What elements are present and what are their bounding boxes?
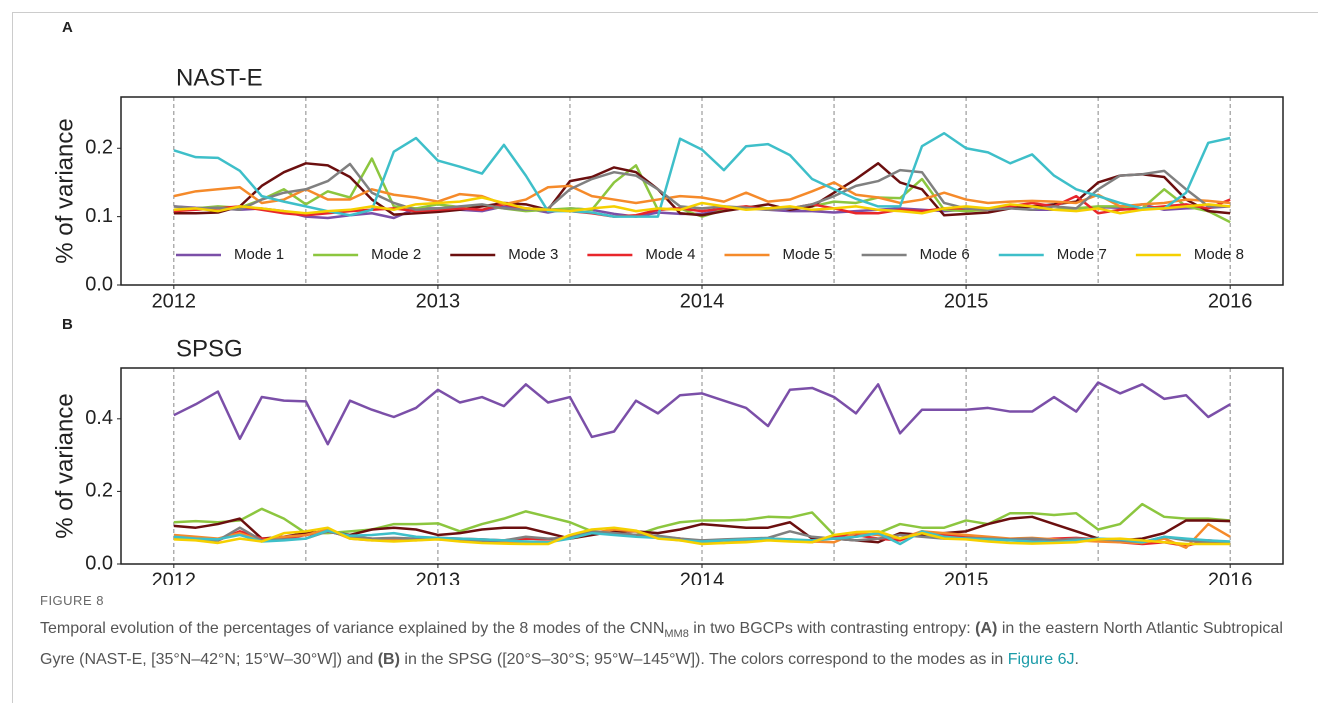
x-tick-label: 2013 [416,569,461,585]
series-line [173,181,1231,208]
chart-title: NAST-E [176,64,263,91]
caption-text: in two BGCPs with contrasting entropy: [688,620,976,637]
y-axis-label: % of variance [51,393,78,538]
plot-frame [120,96,1284,286]
caption-text: Temporal evolution of the percentages of… [40,620,665,637]
x-tick-label: 2012 [152,569,197,585]
chart-title: SPSG [176,335,243,362]
legend-label: Mode 6 [920,246,970,263]
legend-label: Mode 7 [1057,246,1107,263]
x-tick-label: 2014 [680,569,725,585]
caption-text: in the SPSG ([20°S–30°S; 95°W–145°W]). T… [399,651,1008,669]
x-tick-label: 2014 [680,290,725,312]
y-axis-label: % of variance [51,118,78,263]
x-tick-label: 2016 [1208,290,1253,312]
series-line [173,131,1231,218]
series-line [173,502,1231,539]
y-tick-label: 0.2 [85,480,113,502]
series-line [173,162,1231,212]
y-tick-label: 0.0 [85,552,113,574]
caption-bold: (A) [975,620,998,637]
x-tick-label: 2012 [152,290,197,312]
figure-link[interactable]: Figure 6J [1007,651,1075,669]
figure: A NAST-E % of variance 0.0 0.1 0.2 2012 2013 201… [51,19,1284,585]
legend-label: Mode 8 [1194,246,1244,263]
frame [12,12,1318,703]
caption-subscript: MM8 [664,628,689,641]
figure-label: FIGURE 8 [40,593,104,608]
legend-label: Mode 5 [783,246,833,263]
caption-text: Temporal evolution of the percentages of… [40,616,1302,673]
legend-label: Mode 2 [371,246,421,263]
series-line [173,196,1231,215]
caption-text: in the eastern North Atlantic Subtropica… [40,620,1283,669]
caption-text: . [1074,651,1079,669]
legend-label: Mode 3 [508,246,558,263]
x-tick-label: 2015 [944,290,989,312]
panel-label: B [62,316,73,333]
caption: FIGURE 8 Temporal evolution of the perce… [40,588,1302,673]
x-tick-label: 2016 [1208,569,1253,585]
x-tick-label: 2013 [416,290,461,312]
series-line [173,526,1231,546]
y-tick-label: 0.2 [85,137,113,159]
plot-frame [120,367,1284,565]
caption-bold: (B) [377,651,400,669]
y-tick-label: 0.1 [85,205,113,227]
y-tick-label: 0.4 [85,407,113,429]
x-tick-label: 2015 [944,569,989,585]
series-line [173,381,1231,446]
legend-label: Mode 1 [234,246,284,263]
panel-label: A [62,19,73,36]
series-line [173,162,1231,217]
legend-label: Mode 4 [645,246,695,263]
y-tick-label: 0.0 [85,273,113,295]
